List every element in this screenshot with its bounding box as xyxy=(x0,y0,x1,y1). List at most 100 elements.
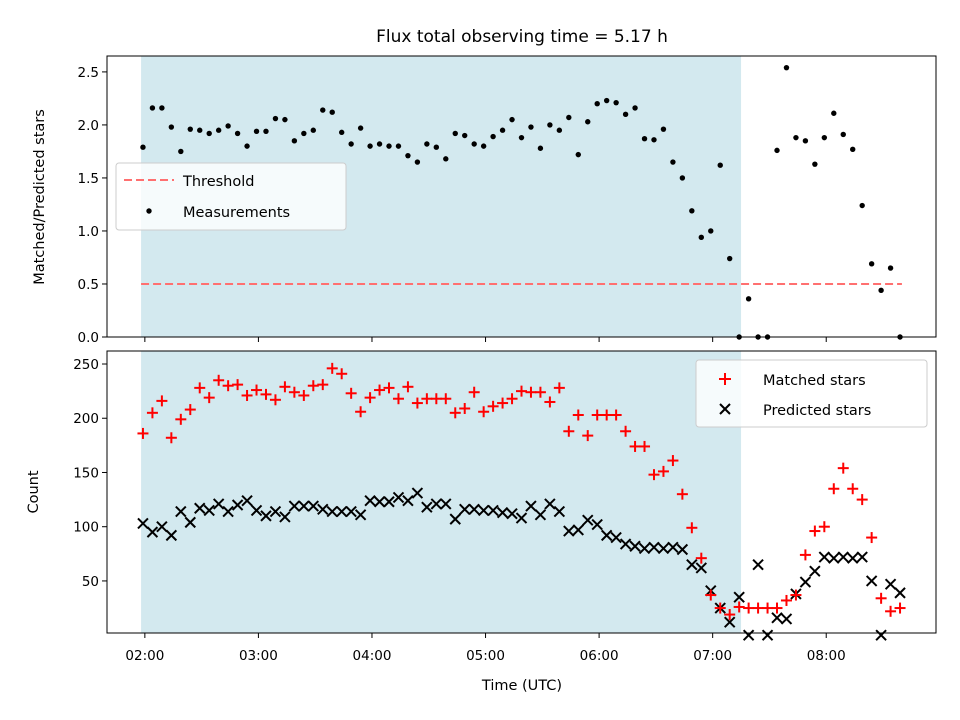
measurement-point xyxy=(291,138,298,144)
predicted-point xyxy=(629,540,641,552)
matched-point xyxy=(374,384,386,396)
matched-point xyxy=(818,521,830,533)
bottom-y-tick-label: 100 xyxy=(73,520,99,536)
matched-point xyxy=(790,589,802,601)
matched-point xyxy=(165,432,177,444)
measurement-point xyxy=(225,123,231,129)
predicted-point xyxy=(496,506,509,519)
predicted-point xyxy=(421,501,433,513)
measurement-point xyxy=(708,228,714,234)
measurement-point xyxy=(376,141,383,147)
bottom-panel: 50 100 150 200 250 02:00 03:00 04:00 05:00 06:00… xyxy=(26,350,937,694)
bottom-axes-frame xyxy=(106,350,937,634)
matched-point xyxy=(837,462,849,474)
measurement-point xyxy=(509,116,515,123)
predicted-point xyxy=(269,505,282,518)
measurement-point xyxy=(859,202,865,209)
predicted-point xyxy=(184,516,196,529)
predicted-point xyxy=(175,505,187,518)
measurement-point xyxy=(566,114,572,121)
measurement-point xyxy=(850,146,856,153)
top-x-ticks xyxy=(144,337,827,342)
matched-point xyxy=(279,381,291,393)
matched-point xyxy=(506,393,518,405)
predicted-point xyxy=(686,558,698,571)
predicted-point xyxy=(544,498,556,510)
predicted-point xyxy=(459,503,471,516)
matched-point xyxy=(222,380,234,392)
measurement-point xyxy=(424,141,430,147)
predicted-point xyxy=(317,503,329,516)
measurement-point xyxy=(301,130,307,137)
matched-point xyxy=(156,395,168,407)
matched-point xyxy=(875,592,887,604)
matched-point xyxy=(430,393,442,405)
matched-point xyxy=(269,394,281,406)
measurement-point xyxy=(386,143,392,149)
bottom-y-ticks: 50 100 150 200 250 xyxy=(73,357,107,590)
measurement-point xyxy=(433,144,440,150)
bottom-y-tick-label: 50 xyxy=(82,574,99,590)
matched-point xyxy=(175,413,187,425)
measurement-point xyxy=(405,152,411,159)
measurement-point xyxy=(471,141,477,147)
matched-point xyxy=(762,602,774,614)
measurement-point xyxy=(414,159,421,165)
measurement-point xyxy=(556,127,563,133)
matched-point xyxy=(686,522,698,534)
measurement-point xyxy=(244,143,250,149)
matched-point xyxy=(847,483,859,495)
threshold-legend-label: Threshold xyxy=(182,174,254,190)
top-legend: Threshold Measurements xyxy=(115,162,347,231)
matched-point xyxy=(241,389,253,401)
measurement-point xyxy=(840,131,846,138)
predicted-point xyxy=(752,558,764,571)
matched-point xyxy=(326,362,338,374)
measurement-point xyxy=(215,127,222,133)
measurement-point xyxy=(641,136,648,142)
matched-point xyxy=(714,602,726,614)
measurement-point xyxy=(320,107,326,113)
matched-point xyxy=(809,525,821,537)
measurement-point xyxy=(263,128,269,134)
top-y-tick-label: 2.5 xyxy=(78,65,99,81)
predicted-point xyxy=(298,500,310,512)
measurement-point xyxy=(660,126,667,132)
bottom-legend-box xyxy=(695,359,928,428)
matched-point xyxy=(440,393,452,405)
measurement-point xyxy=(234,130,241,137)
predicted-point xyxy=(818,551,831,563)
measurement-point xyxy=(537,145,544,151)
measurement-point xyxy=(689,208,695,214)
matched-point xyxy=(601,409,613,421)
matched-point xyxy=(345,387,357,399)
matched-point xyxy=(260,388,272,400)
bottom-y-tick-label: 150 xyxy=(73,465,99,481)
top-y-tick-label: 0.5 xyxy=(78,277,99,293)
measurement-point xyxy=(613,99,619,106)
matched-point xyxy=(355,406,367,418)
measurement-point xyxy=(443,156,449,162)
predicted-point xyxy=(657,542,670,555)
matched-point xyxy=(468,386,480,398)
matched-point xyxy=(582,430,594,442)
predicted-point xyxy=(194,502,206,514)
matched-point xyxy=(317,379,329,391)
matched-point xyxy=(251,384,263,396)
matched-point xyxy=(639,440,651,452)
measurement-point xyxy=(802,138,809,144)
measurement-point xyxy=(329,109,335,115)
matched-point xyxy=(743,602,755,614)
matched-point xyxy=(648,469,660,481)
x-tick-label: 06:00 xyxy=(580,648,619,664)
measurement-point xyxy=(632,105,638,111)
predicted-point xyxy=(260,510,272,522)
bottom-y-axis-title: Count xyxy=(26,470,42,513)
matched-point xyxy=(676,488,688,500)
predicted-point xyxy=(477,504,490,517)
predicted-point xyxy=(894,587,906,599)
measurement-point xyxy=(774,147,780,154)
matched-point xyxy=(572,409,584,421)
measurement-point xyxy=(575,151,581,158)
